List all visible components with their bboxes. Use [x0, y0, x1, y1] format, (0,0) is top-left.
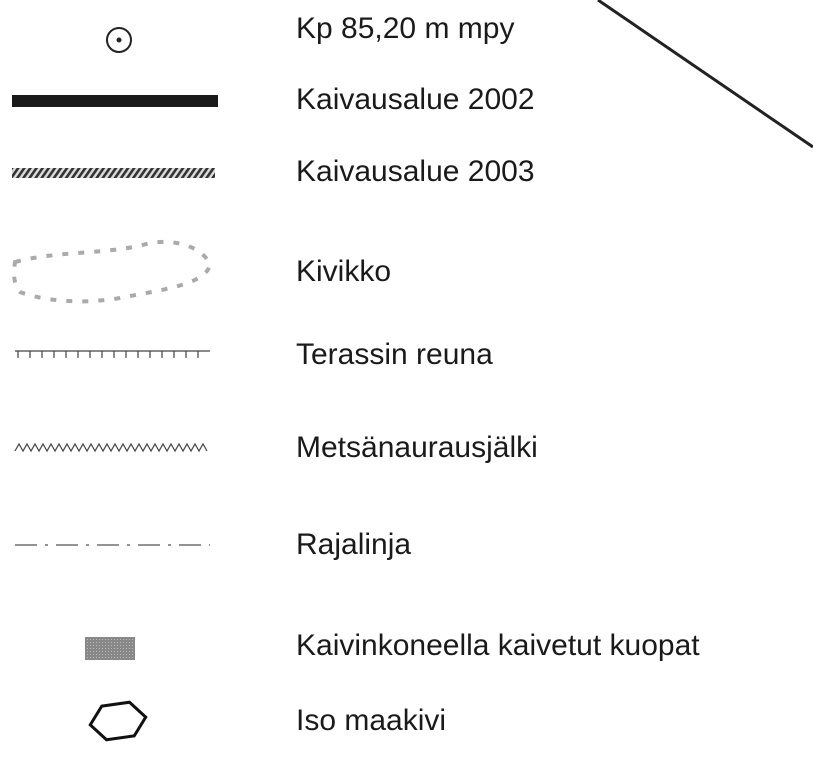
symbol-terrace-edge: [15, 350, 210, 358]
legend-label: Kaivinkoneella kaivetut kuopat: [296, 629, 700, 662]
symbol-pits: [85, 637, 135, 660]
symbol-ploughing-track: [14, 442, 208, 453]
legend-label: Kp 85,20 m mpy: [296, 12, 514, 45]
boundary-line: [597, 0, 813, 149]
symbol-boulder-field: [12, 239, 213, 304]
legend-label: Rajalinja: [296, 528, 411, 561]
legend-label: Iso maakivi: [296, 704, 446, 737]
legend-label: Kaivausalue 2003: [296, 155, 535, 188]
symbol-big-stone: [88, 700, 148, 742]
legend-label: Kivikko: [296, 255, 391, 288]
legend-label: Kaivausalue 2002: [296, 83, 535, 116]
symbol-excavation-2002: [12, 95, 218, 107]
symbol-excavation-2003: [12, 168, 215, 178]
legend-label: Metsänaurausjälki: [296, 431, 538, 464]
legend-label: Terassin reuna: [296, 338, 493, 371]
symbol-benchmark: [106, 27, 132, 53]
